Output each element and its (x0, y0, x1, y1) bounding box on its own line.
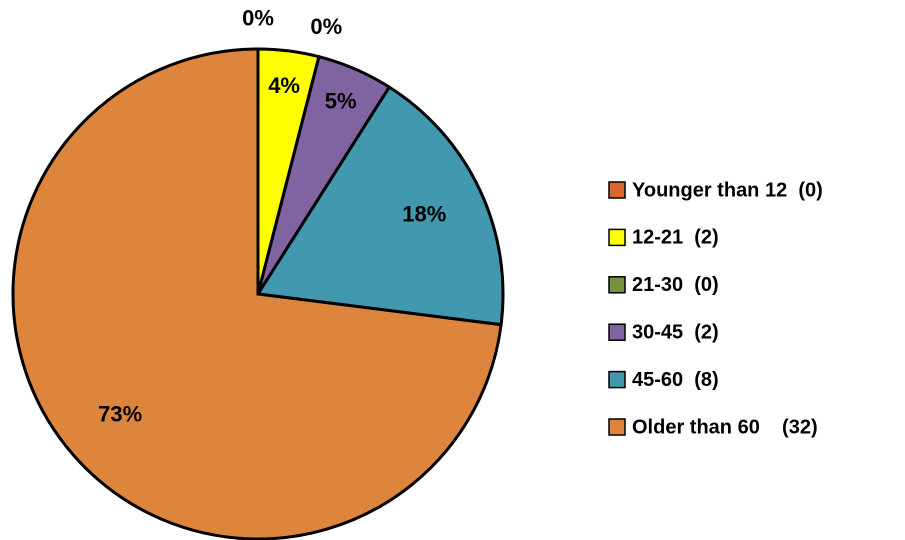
legend-swatch (608, 370, 626, 389)
legend-label: 30-45 (2) (632, 321, 719, 343)
legend-label: 21-30 (0) (632, 274, 719, 296)
legend-label: 12-21 (2) (632, 227, 719, 249)
legend-label: 45-60 (8) (632, 369, 719, 391)
pie-slice (255, 85, 505, 327)
pie-slice (11, 47, 503, 540)
legend-label: Younger than 12 (0) (632, 179, 823, 201)
legend-swatch (608, 228, 626, 247)
legend-swatch (608, 418, 626, 436)
data-label: 0% (310, 14, 342, 39)
data-label: 5% (325, 89, 357, 114)
legend-swatch (608, 276, 626, 294)
legend-label: Older than 60 (32) (632, 416, 818, 438)
data-label: 0% (242, 5, 274, 30)
data-label: 4% (268, 73, 300, 98)
data-label: 18% (402, 202, 446, 227)
legend-swatch (608, 323, 626, 341)
legend-swatch (608, 181, 626, 199)
data-label: 73% (98, 401, 142, 426)
